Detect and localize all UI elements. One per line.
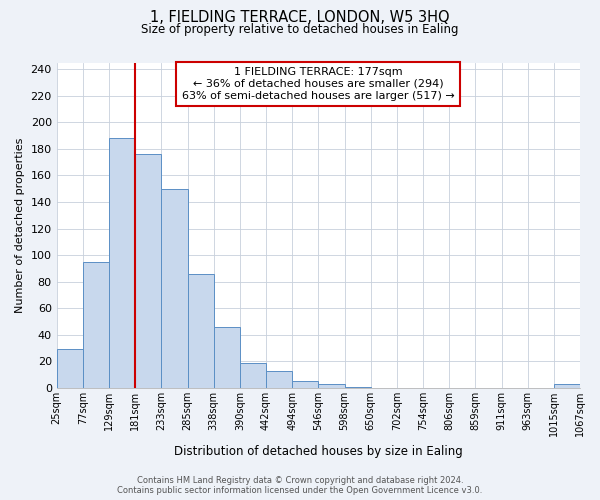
Bar: [187, 274, 214, 388]
Bar: [292, 382, 319, 388]
Bar: [344, 386, 371, 388]
Bar: [56, 350, 83, 388]
Bar: [214, 327, 240, 388]
Bar: [240, 363, 266, 388]
Bar: [554, 384, 580, 388]
Bar: [83, 262, 109, 388]
Text: 1, FIELDING TERRACE, LONDON, W5 3HQ: 1, FIELDING TERRACE, LONDON, W5 3HQ: [150, 10, 450, 25]
Bar: [319, 384, 344, 388]
Text: 1 FIELDING TERRACE: 177sqm
← 36% of detached houses are smaller (294)
63% of sem: 1 FIELDING TERRACE: 177sqm ← 36% of deta…: [182, 68, 455, 100]
X-axis label: Distribution of detached houses by size in Ealing: Distribution of detached houses by size …: [174, 444, 463, 458]
Bar: [109, 138, 135, 388]
Bar: [161, 188, 187, 388]
Y-axis label: Number of detached properties: Number of detached properties: [15, 138, 25, 313]
Bar: [135, 154, 161, 388]
Text: Size of property relative to detached houses in Ealing: Size of property relative to detached ho…: [141, 22, 459, 36]
Bar: [266, 370, 292, 388]
Text: Contains HM Land Registry data © Crown copyright and database right 2024.
Contai: Contains HM Land Registry data © Crown c…: [118, 476, 482, 495]
